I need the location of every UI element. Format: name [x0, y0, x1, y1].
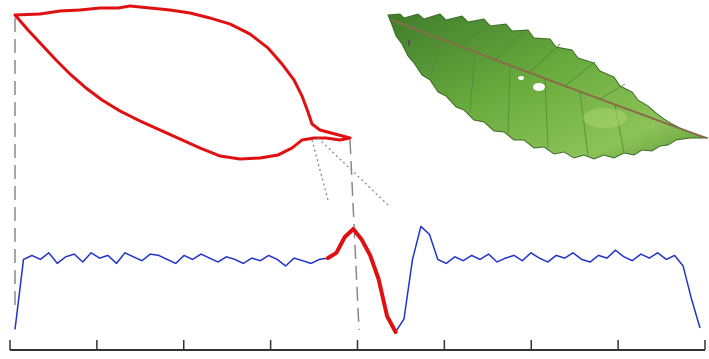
signature-line	[14, 225, 701, 333]
leaf-artifact	[408, 40, 410, 46]
leaf-hole	[533, 83, 545, 91]
guide-line-end	[349, 139, 360, 331]
signature-highlight-segment	[325, 227, 398, 334]
leaf-midrib	[391, 19, 707, 139]
leaf-hole	[518, 76, 524, 80]
leaf-highlight	[583, 108, 627, 128]
guide-line-tip-a	[311, 139, 329, 201]
shape-signature-chart	[9, 225, 706, 351]
leaf-contour	[13, 4, 352, 161]
x-axis-ticks	[9, 340, 706, 350]
leaf-veins	[429, 17, 626, 156]
leaf-photo	[387, 13, 709, 160]
guide-line-tip-b	[317, 137, 389, 206]
